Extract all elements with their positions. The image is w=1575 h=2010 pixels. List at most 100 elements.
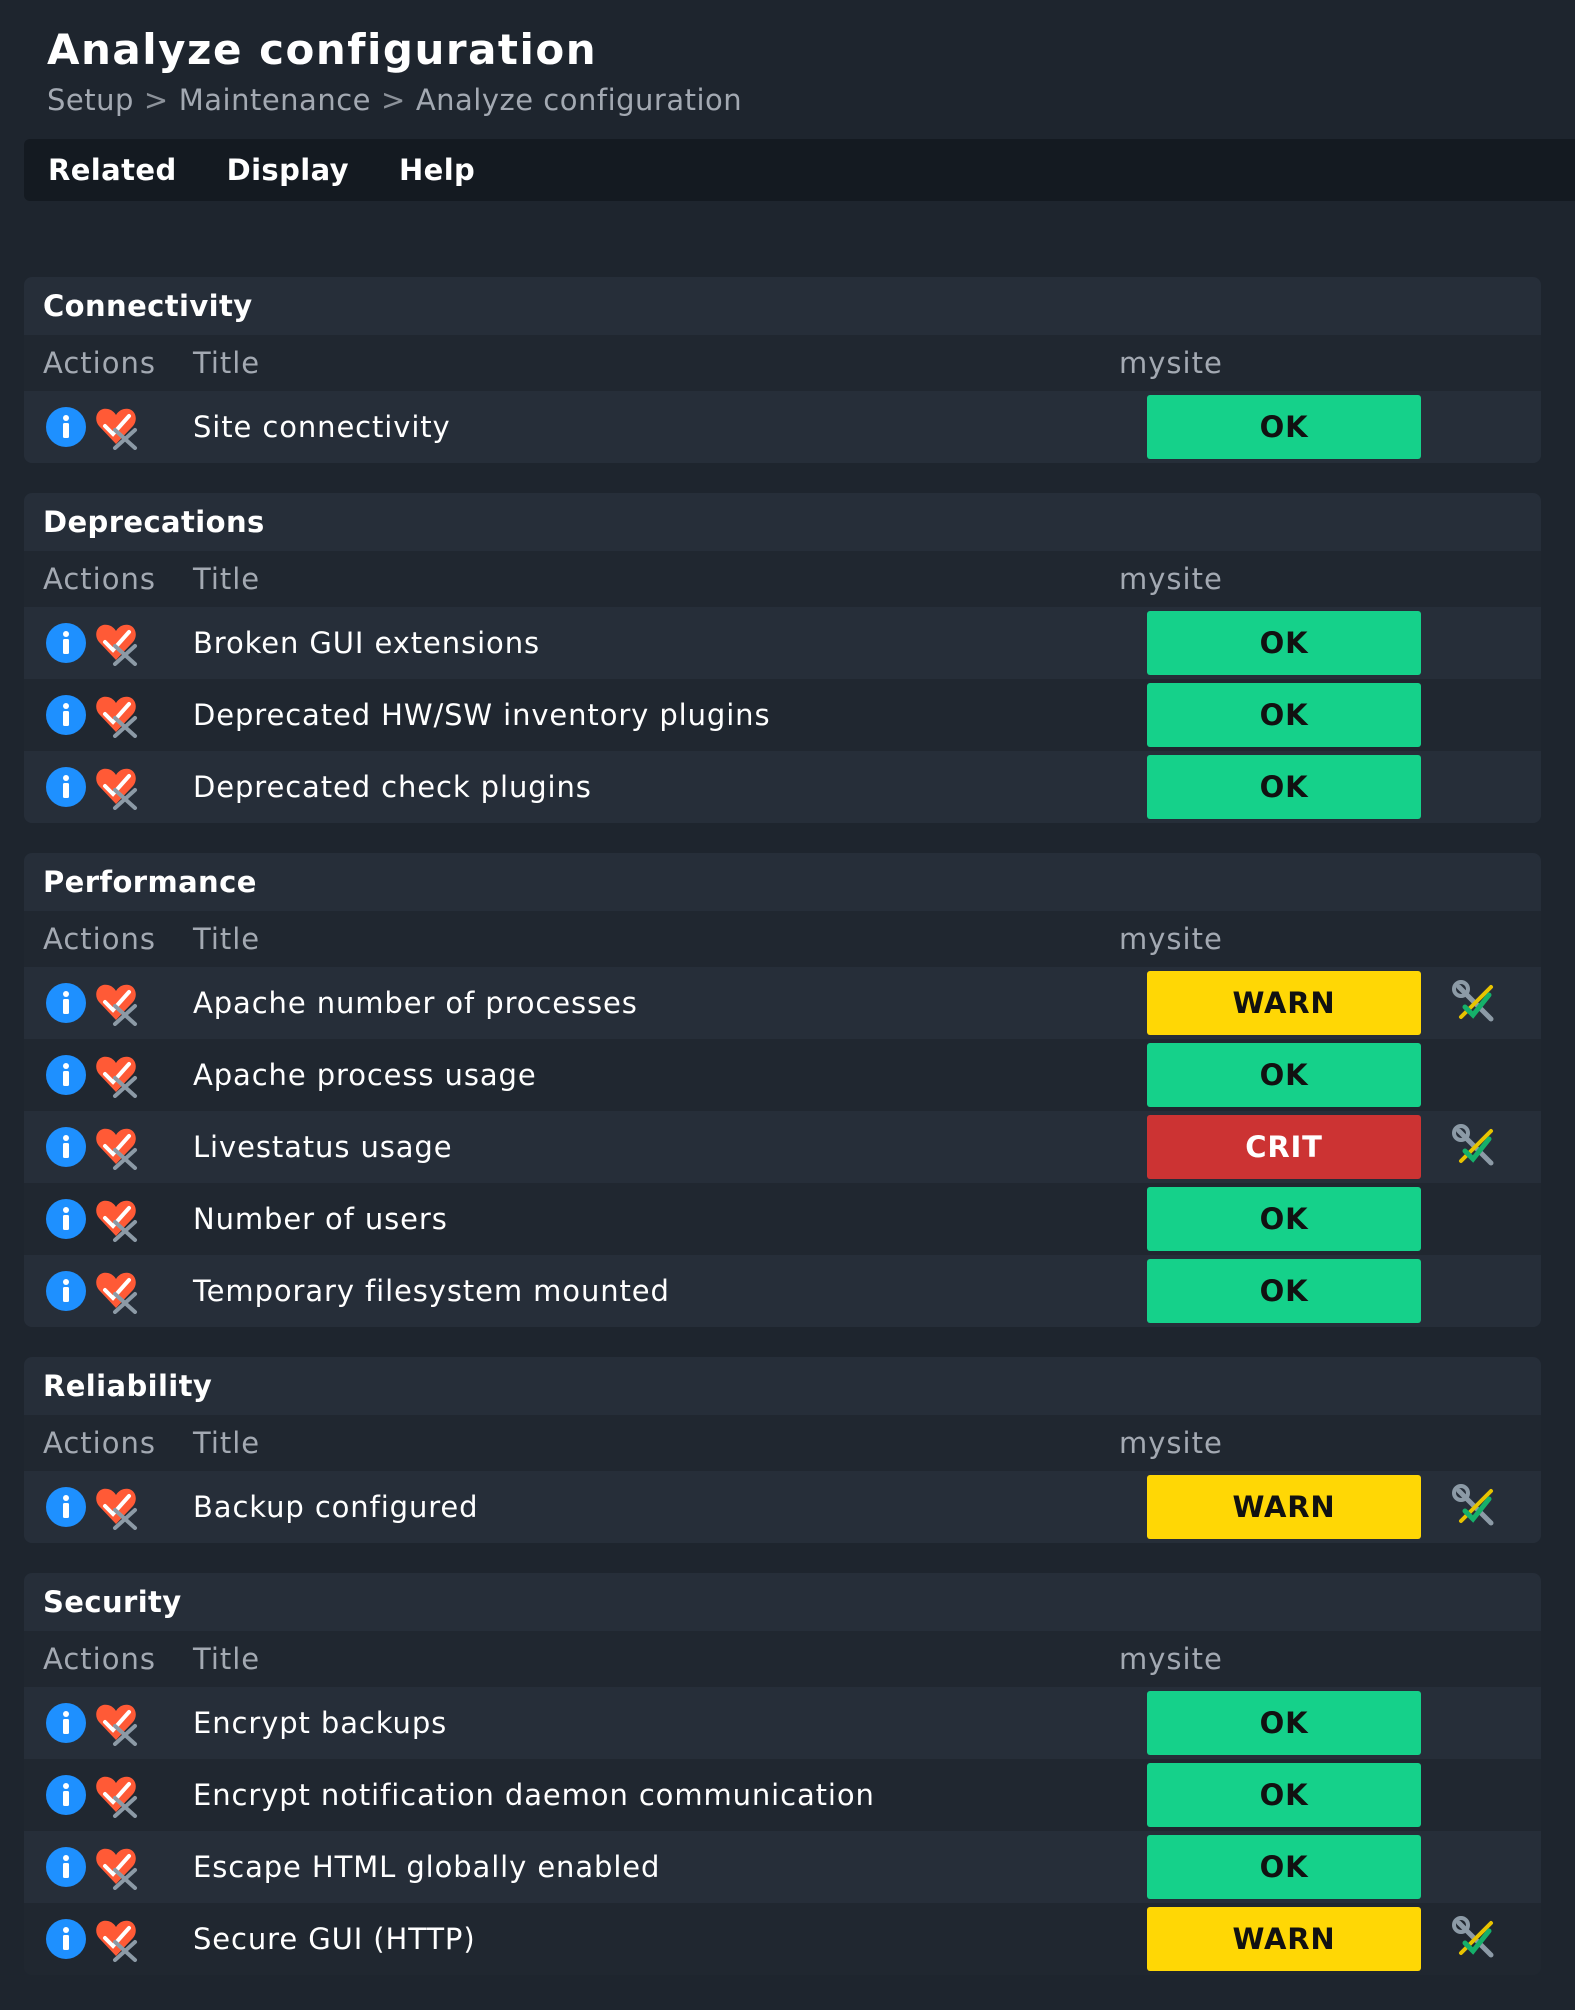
info-icon[interactable] [45, 1918, 87, 1960]
table-row: Site connectivity OK [24, 391, 1541, 463]
menu-display[interactable]: Display [226, 153, 349, 187]
menu-related[interactable]: Related [48, 153, 177, 187]
section-title: Performance [43, 865, 257, 899]
row-title: Number of users [193, 1202, 448, 1236]
row-actions [24, 764, 174, 810]
fix-wrench-icon[interactable] [1451, 1915, 1499, 1963]
table-row: Deprecated check plugins OK [24, 751, 1541, 823]
section-title: Security [43, 1585, 182, 1619]
acknowledge-icon[interactable] [93, 1484, 139, 1530]
row-title: Livestatus usage [193, 1130, 453, 1164]
row-title: Site connectivity [193, 410, 451, 444]
status-badge[interactable]: WARN [1147, 1475, 1421, 1539]
row-actions [24, 980, 174, 1026]
table-row: Apache process usage OK [24, 1039, 1541, 1111]
row-title: Deprecated check plugins [193, 770, 592, 804]
row-title: Broken GUI extensions [193, 626, 540, 660]
table-row: Secure GUI (HTTP) WARN [24, 1903, 1541, 1975]
row-actions [24, 692, 174, 738]
fix-cell [1445, 1915, 1505, 1963]
breadcrumb-analyze-configuration[interactable]: Analyze configuration [415, 83, 743, 117]
column-header-site: mysite [1119, 1642, 1223, 1676]
acknowledge-icon[interactable] [93, 1844, 139, 1890]
info-icon[interactable] [45, 622, 87, 664]
breadcrumb-setup[interactable]: Setup [47, 83, 134, 117]
acknowledge-icon[interactable] [93, 1124, 139, 1170]
row-title: Apache process usage [193, 1058, 537, 1092]
row-actions [24, 1484, 174, 1530]
info-icon[interactable] [45, 1846, 87, 1888]
status-badge[interactable]: OK [1147, 1187, 1421, 1251]
row-actions [24, 1844, 174, 1890]
fix-wrench-icon[interactable] [1451, 1123, 1499, 1171]
status-badge[interactable]: CRIT [1147, 1115, 1421, 1179]
info-icon[interactable] [45, 1774, 87, 1816]
acknowledge-icon[interactable] [93, 620, 139, 666]
info-icon[interactable] [45, 766, 87, 808]
acknowledge-icon[interactable] [93, 1052, 139, 1098]
row-actions [24, 1772, 174, 1818]
row-actions [24, 1700, 174, 1746]
column-header-title: Title [193, 922, 261, 956]
row-title: Secure GUI (HTTP) [193, 1922, 476, 1956]
section-performance: Performance Actions Title mysite Apache numb… [24, 853, 1541, 1327]
status-badge[interactable]: OK [1147, 611, 1421, 675]
status-badge[interactable]: OK [1147, 395, 1421, 459]
acknowledge-icon[interactable] [93, 404, 139, 450]
acknowledge-icon[interactable] [93, 980, 139, 1026]
analysis-sections: Connectivity Actions Title mysite Site conne… [24, 277, 1541, 2005]
info-icon[interactable] [45, 1126, 87, 1168]
section-title: Deprecations [43, 505, 265, 539]
breadcrumb-maintenance[interactable]: Maintenance [178, 83, 371, 117]
column-header-site: mysite [1119, 922, 1223, 956]
row-actions [24, 1916, 174, 1962]
status-badge[interactable]: OK [1147, 1763, 1421, 1827]
page-header: Analyze configuration Setup > Maintenance >… [47, 24, 742, 118]
acknowledge-icon[interactable] [93, 1268, 139, 1314]
status-badge[interactable]: OK [1147, 1043, 1421, 1107]
info-icon[interactable] [45, 694, 87, 736]
info-icon[interactable] [45, 982, 87, 1024]
row-title: Encrypt notification daemon communicatio… [193, 1778, 875, 1812]
table-row: Livestatus usage CRIT [24, 1111, 1541, 1183]
fix-wrench-icon[interactable] [1451, 979, 1499, 1027]
fix-wrench-icon[interactable] [1451, 1483, 1499, 1531]
acknowledge-icon[interactable] [93, 1916, 139, 1962]
column-header-site: mysite [1119, 562, 1223, 596]
section-title: Reliability [43, 1369, 213, 1403]
status-badge[interactable]: OK [1147, 1691, 1421, 1755]
status-badge[interactable]: OK [1147, 755, 1421, 819]
info-icon[interactable] [45, 1198, 87, 1240]
acknowledge-icon[interactable] [93, 1772, 139, 1818]
info-icon[interactable] [45, 1270, 87, 1312]
acknowledge-icon[interactable] [93, 764, 139, 810]
row-title: Temporary filesystem mounted [193, 1274, 670, 1308]
info-icon[interactable] [45, 1054, 87, 1096]
acknowledge-icon[interactable] [93, 1700, 139, 1746]
section-security: Security Actions Title mysite Encrypt backup… [24, 1573, 1541, 1975]
status-badge[interactable]: OK [1147, 1835, 1421, 1899]
info-icon[interactable] [45, 1702, 87, 1744]
status-badge[interactable]: OK [1147, 683, 1421, 747]
fix-cell [1445, 1123, 1505, 1171]
row-actions [24, 1052, 174, 1098]
status-badge[interactable]: WARN [1147, 1907, 1421, 1971]
info-icon[interactable] [45, 1486, 87, 1528]
status-badge[interactable]: OK [1147, 1259, 1421, 1323]
status-badge[interactable]: WARN [1147, 971, 1421, 1035]
info-icon[interactable] [45, 406, 87, 448]
table-row: Encrypt notification daemon communicatio… [24, 1759, 1541, 1831]
fix-cell [1445, 979, 1505, 1027]
breadcrumb-separator: > [143, 83, 169, 117]
menu-help[interactable]: Help [398, 153, 476, 187]
row-actions [24, 404, 174, 450]
acknowledge-icon[interactable] [93, 1196, 139, 1242]
acknowledge-icon[interactable] [93, 692, 139, 738]
column-header-row: Actions Title mysite [24, 1415, 1541, 1471]
column-header-row: Actions Title mysite [24, 551, 1541, 607]
column-header-actions: Actions [43, 562, 156, 596]
column-header-title: Title [193, 1642, 261, 1676]
column-header-actions: Actions [43, 346, 156, 380]
column-header-actions: Actions [43, 922, 156, 956]
column-header-site: mysite [1119, 346, 1223, 380]
